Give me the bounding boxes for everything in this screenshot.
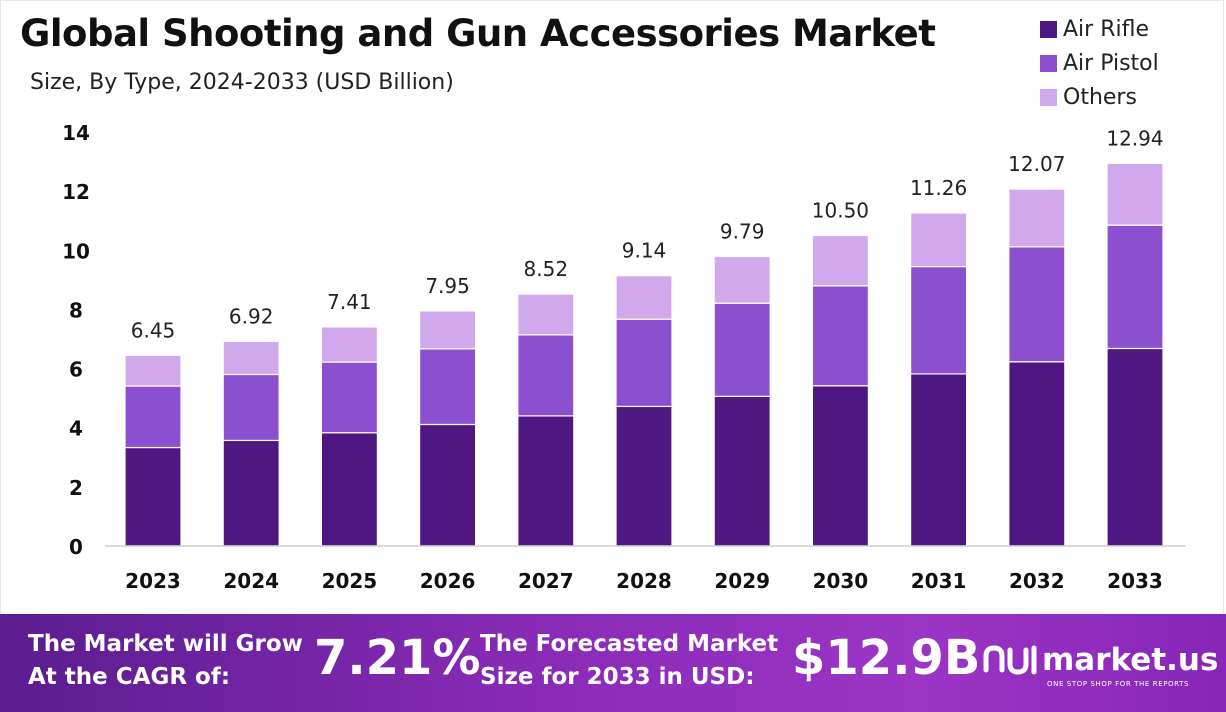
bar-others-2028 bbox=[615, 275, 673, 320]
bar-air-pistol-2030 bbox=[811, 285, 870, 387]
total-label-2030: 10.50 bbox=[812, 199, 869, 223]
cagr-value: 7.21% bbox=[314, 630, 481, 686]
x-tick-label-2029: 2029 bbox=[714, 569, 770, 593]
chart-title: Global Shooting and Gun Accessories Mark… bbox=[20, 12, 936, 55]
bar-air-pistol-2024 bbox=[222, 373, 280, 442]
bar-air-rifle-2028 bbox=[615, 405, 673, 547]
bar-others-2024 bbox=[222, 340, 280, 376]
chart-subtitle: Size, By Type, 2024-2033 (USD Billion) bbox=[30, 70, 454, 95]
bar-others-2030 bbox=[811, 234, 870, 287]
bar-air-rifle-2026 bbox=[419, 423, 477, 547]
legend-label-others: Others bbox=[1063, 84, 1137, 110]
bar-air-pistol-2026 bbox=[419, 348, 477, 426]
y-tick-label-12: 12 bbox=[62, 180, 90, 204]
total-label-2025: 7.41 bbox=[327, 290, 372, 314]
total-label-2031: 11.26 bbox=[910, 176, 967, 200]
y-tick-label-8: 8 bbox=[69, 298, 83, 322]
y-tick-label-6: 6 bbox=[69, 358, 83, 382]
total-label-2028: 9.14 bbox=[622, 239, 667, 263]
y-tick-label-14: 14 bbox=[62, 121, 90, 145]
bar-air-rifle-2029 bbox=[713, 395, 771, 547]
total-label-2024: 6.92 bbox=[229, 304, 274, 328]
bar-air-rifle-2025 bbox=[320, 432, 378, 547]
x-tick-label-2024: 2024 bbox=[223, 569, 279, 593]
total-label-2027: 8.52 bbox=[524, 257, 569, 281]
legend-item-air-pistol: Air Pistol bbox=[1040, 46, 1159, 80]
bar-air-rifle-2023 bbox=[124, 446, 182, 547]
bar-others-2023 bbox=[124, 354, 182, 387]
bar-air-pistol-2033 bbox=[1106, 224, 1164, 350]
y-tick-label-4: 4 bbox=[69, 417, 83, 441]
bar-air-pistol-2023 bbox=[124, 385, 182, 449]
x-tick-label-2023: 2023 bbox=[125, 569, 181, 593]
x-tick-label-2030: 2030 bbox=[813, 569, 869, 593]
bar-air-pistol-2029 bbox=[713, 302, 771, 397]
total-label-2032: 12.07 bbox=[1008, 152, 1065, 176]
forecast-value: $12.9B bbox=[792, 630, 981, 686]
market-us-logo-icon bbox=[983, 645, 1037, 675]
bar-others-2027 bbox=[517, 293, 575, 336]
market-us-tagline: ONE STOP SHOP FOR THE REPORTS bbox=[1047, 680, 1190, 688]
x-tick-label-2025: 2025 bbox=[322, 569, 378, 593]
forecast-label-line2: Size for 2033 in USD: bbox=[480, 664, 755, 690]
market-us-logo: market.us bbox=[982, 642, 1218, 678]
bar-air-pistol-2027 bbox=[517, 334, 575, 417]
total-label-2029: 9.79 bbox=[720, 219, 765, 243]
forecast-label-line1: The Forecasted Market bbox=[480, 631, 779, 657]
total-label-2023: 6.45 bbox=[131, 318, 176, 342]
x-tick-label-2032: 2032 bbox=[1009, 569, 1065, 593]
legend: Air Rifle Air Pistol Others bbox=[1040, 12, 1159, 114]
x-tick-label-2028: 2028 bbox=[616, 569, 672, 593]
bar-air-rifle-2033 bbox=[1106, 347, 1164, 547]
bar-air-rifle-2027 bbox=[517, 415, 575, 547]
legend-label-air-rifle: Air Rifle bbox=[1063, 16, 1149, 42]
y-tick-label-0: 0 bbox=[69, 535, 83, 559]
bar-others-2031 bbox=[909, 212, 968, 268]
x-tick-label-2031: 2031 bbox=[911, 569, 967, 593]
cagr-label-line1: The Market will Grow bbox=[28, 631, 303, 657]
legend-swatch-air-pistol bbox=[1040, 54, 1057, 72]
bar-air-rifle-2030 bbox=[811, 385, 870, 547]
bar-air-rifle-2032 bbox=[1008, 361, 1066, 547]
y-tick-label-10: 10 bbox=[62, 239, 90, 263]
bar-air-rifle-2031 bbox=[909, 373, 968, 547]
legend-swatch-air-rifle bbox=[1040, 20, 1057, 38]
forecast-label: The Forecasted Market Size for 2033 in U… bbox=[480, 628, 778, 694]
stacked-bar-chart: 0 2 4 6 8 10 12 14 6.45 2023 6.92 2024 7.41 2025 7.95 2… bbox=[62, 121, 1186, 593]
bar-others-2033 bbox=[1106, 162, 1164, 226]
legend-item-others: Others bbox=[1040, 80, 1159, 114]
total-label-2026: 7.95 bbox=[425, 274, 470, 298]
bar-air-pistol-2025 bbox=[320, 361, 378, 434]
bar-air-pistol-2028 bbox=[615, 318, 673, 408]
x-tick-label-2027: 2027 bbox=[518, 569, 574, 593]
legend-item-air-rifle: Air Rifle bbox=[1040, 12, 1159, 46]
bar-others-2026 bbox=[419, 310, 477, 350]
cagr-label: The Market will Grow At the CAGR of: bbox=[28, 628, 303, 694]
bar-others-2025 bbox=[320, 326, 378, 363]
bar-air-pistol-2031 bbox=[909, 265, 968, 375]
y-tick-label-2: 2 bbox=[69, 476, 83, 500]
bar-others-2032 bbox=[1008, 188, 1066, 248]
summary-banner: The Market will Grow At the CAGR of: 7.2… bbox=[0, 614, 1226, 712]
x-tick-label-2033: 2033 bbox=[1107, 569, 1163, 593]
bar-others-2029 bbox=[713, 255, 771, 304]
cagr-label-line2: At the CAGR of: bbox=[28, 664, 231, 690]
bar-air-rifle-2024 bbox=[222, 439, 280, 547]
bar-air-pistol-2032 bbox=[1008, 246, 1066, 363]
x-tick-label-2026: 2026 bbox=[420, 569, 476, 593]
market-us-logo-text: market.us bbox=[1042, 642, 1219, 678]
legend-label-air-pistol: Air Pistol bbox=[1063, 50, 1159, 76]
legend-swatch-others bbox=[1040, 88, 1057, 106]
total-label-2033: 12.94 bbox=[1106, 126, 1163, 150]
